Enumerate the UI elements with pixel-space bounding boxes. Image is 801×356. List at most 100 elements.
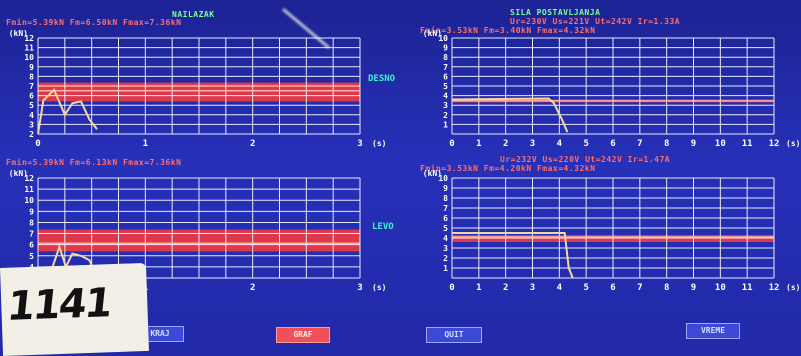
x-tick-label: 4 [557,283,563,293]
y-tick-label: 9 [29,63,34,72]
y-tick-label: 5 [29,101,34,110]
x-tick-label: 2 [503,139,508,149]
panel-4-header-2: Fmin=3.53kN Fm=4.20kN Fmax=4.32kN [420,164,596,173]
panel-2-header: Ur=230V Us=221V Ut=242V Ir=1.33A [510,17,681,26]
y-tick-label: 5 [443,82,448,91]
y-tick-label: 10 [24,53,34,62]
y-tick-label: 2 [443,254,448,263]
y-tick-label: 5 [443,224,448,233]
x-tick-label: 8 [664,139,669,149]
y-unit-label: (kN) [9,29,28,38]
x-tick-label: 0 [449,139,454,149]
x-tick-label: 2 [503,283,508,293]
y-tick-label: 8 [29,72,34,81]
x-unit-label: (s) [786,139,800,148]
x-tick-label: 6 [610,139,615,149]
y-tick-label: 10 [438,34,448,43]
x-tick-label: 8 [664,283,669,293]
y-tick-label: 1 [443,120,448,129]
x-tick-label: 7 [637,139,642,149]
x-tick-label: 2 [250,139,255,149]
x-tick-label: 2 [250,283,255,293]
y-tick-label: 8 [443,194,448,203]
x-tick-label: 10 [715,139,726,149]
panel-2-header-2: Fmin=3.53kN Fm=3.40kN Fmax=4.32kN [420,26,596,35]
y-tick-label: 2 [443,111,448,120]
panel-1-header: Fmin=5.39kN Fm=6.50kN Fmax=7.36kN [6,18,182,27]
y-tick-label: 3 [443,244,448,253]
sticker-number: 1141 [4,280,114,330]
y-tick-label: 12 [24,174,34,183]
y-tick-label: 3 [443,101,448,110]
x-tick-label: 3 [530,283,535,293]
x-tick-label: 11 [742,139,753,149]
panel-4-header: Ur=232V Us=220V Ut=242V Ir=1.47A [500,155,671,164]
y-tick-label: 12 [24,34,34,43]
x-tick-label: 3 [357,139,362,149]
y-tick-label: 4 [443,234,448,243]
x-tick-label: 5 [583,139,588,149]
x-tick-label: 0 [449,283,454,293]
panel-3-header: Fmin=5.39kN Fm=6.13kN Fmax=7.36kN [6,158,182,167]
title-nailazak: NAILAZAK [172,10,215,19]
y-tick-label: 8 [443,53,448,62]
y-tick-label: 1 [443,264,448,273]
y-unit-label: (kN) [423,29,442,38]
x-tick-label: 5 [583,283,588,293]
y-tick-label: 9 [443,184,448,193]
y-tick-label: 4 [443,92,448,101]
y-tick-label: 9 [29,207,34,216]
x-tick-label: 3 [357,283,362,293]
y-tick-label: 7 [29,230,34,239]
x-tick-label: 6 [610,283,615,293]
force-trace [451,97,569,133]
vreme-button[interactable]: VREME [686,323,740,339]
y-tick-label: 7 [443,63,448,72]
y-tick-label: 2 [29,130,34,139]
y-tick-label: 4 [29,111,34,120]
y-tick-label: 8 [29,218,34,227]
x-tick-label: 12 [769,139,780,149]
y-tick-label: 6 [443,72,448,81]
x-tick-label: 7 [637,283,642,293]
y-tick-label: 9 [443,44,448,53]
quit-button[interactable]: QUIT [426,327,482,343]
x-tick-label: 12 [769,283,780,293]
x-tick-label: 1 [476,139,481,149]
x-tick-label: 9 [691,139,696,149]
y-tick-label: 10 [24,196,34,205]
y-tick-label: 5 [29,252,34,261]
x-tick-label: 1 [476,283,481,293]
y-tick-label: 6 [443,214,448,223]
y-tick-label: 3 [29,120,34,129]
handwritten-sticker: 1141 [0,262,149,356]
y-unit-label: (kN) [9,169,28,178]
x-tick-label: 10 [715,283,726,293]
y-tick-label: 10 [438,174,448,183]
x-unit-label: (s) [786,283,800,292]
title-sila-postavljanja: SILA POSTAVLJANJA [510,8,601,17]
x-tick-label: 3 [530,139,535,149]
x-tick-label: 11 [742,283,753,293]
x-tick-label: 4 [557,139,563,149]
force-trace [47,243,98,279]
y-tick-label: 11 [24,44,34,53]
y-tick-label: 7 [29,82,34,91]
label-desno: DESNO [368,74,396,84]
x-tick-label: 1 [143,139,148,149]
force-trace [452,232,574,279]
x-unit-label: (s) [372,139,386,148]
x-tick-label: 0 [35,139,40,149]
y-tick-label: 7 [443,204,448,213]
y-tick-label: 11 [24,185,34,194]
x-tick-label: 9 [691,283,696,293]
y-tick-label: 6 [29,241,34,250]
force-trace [37,88,98,135]
graf-button[interactable]: GRAF [276,327,330,343]
y-unit-label: (kN) [423,169,442,178]
label-levo: LEVO [372,222,394,232]
